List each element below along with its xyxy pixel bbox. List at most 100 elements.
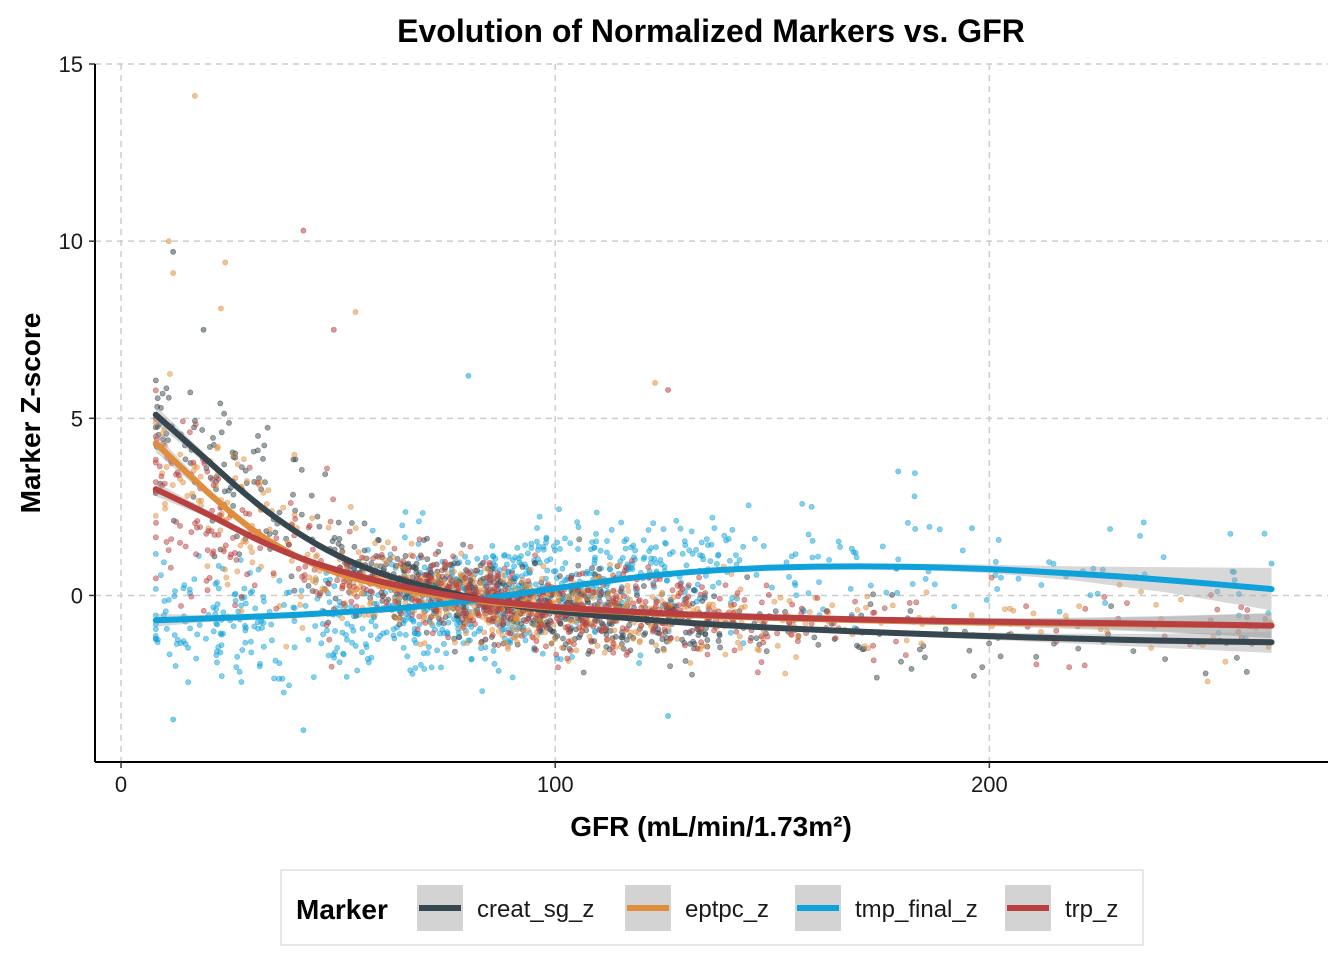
data-point-trp_z (645, 564, 652, 571)
data-point-trp_z (421, 571, 428, 578)
data-point-eptpc_z (628, 629, 634, 636)
data-point-trp_z (598, 590, 605, 596)
data-point-creat_sg_z (682, 658, 689, 664)
data-point-tmp_final_z (567, 540, 574, 547)
data-point-tmp_final_z (994, 586, 1001, 592)
data-point-tmp_final_z (239, 647, 246, 653)
data-point-eptpc_z (339, 615, 345, 622)
data-point-tmp_final_z (511, 563, 517, 570)
data-point-trp_z (200, 607, 207, 614)
data-point-tmp_final_z (588, 546, 594, 553)
data-point-trp_z (305, 524, 312, 531)
data-point-tmp_final_z (688, 528, 695, 535)
data-point-tmp_final_z (359, 625, 366, 632)
data-point-tmp_final_z (185, 679, 192, 686)
data-point-creat_sg_z (648, 639, 655, 645)
data-point-tmp_final_z (383, 629, 390, 636)
data-point-trp_z (668, 634, 674, 641)
data-point-eptpc_z (197, 473, 204, 480)
data-point-trp_z (313, 588, 319, 595)
data-point-creat_sg_z (1234, 654, 1240, 661)
data-point-trp_z (437, 541, 444, 548)
data-point-creat_sg_z (424, 556, 431, 562)
data-point-eptpc_z (611, 627, 618, 634)
outlier-point-tmp_final_z (665, 713, 671, 719)
data-point-tmp_final_z (1236, 612, 1242, 619)
data-point-tmp_final_z (1038, 582, 1045, 588)
data-point-tmp_final_z (259, 624, 265, 631)
data-point-creat_sg_z (199, 427, 206, 433)
data-point-tmp_final_z (740, 543, 746, 550)
data-point-tmp_final_z (238, 679, 245, 685)
data-point-tmp_final_z (396, 631, 403, 637)
data-point-tmp_final_z (402, 509, 409, 515)
data-point-eptpc_z (534, 632, 540, 639)
data-point-tmp_final_z (318, 640, 325, 647)
data-point-trp_z (765, 592, 772, 598)
data-point-tmp_final_z (445, 619, 452, 626)
data-point-trp_z (209, 551, 216, 557)
data-point-tmp_final_z (597, 547, 604, 554)
data-point-eptpc_z (1153, 601, 1159, 608)
data-point-tmp_final_z (251, 623, 258, 630)
data-point-trp_z (439, 573, 446, 580)
data-point-tmp_final_z (305, 636, 312, 643)
data-point-eptpc_z (224, 499, 231, 506)
data-point-tmp_final_z (298, 587, 305, 594)
data-point-tmp_final_z (157, 572, 164, 578)
outlier-point-tmp_final_z (465, 372, 472, 379)
data-point-creat_sg_z (368, 560, 375, 567)
data-point-trp_z (658, 631, 665, 638)
data-point-tmp_final_z (799, 500, 806, 507)
data-point-trp_z (328, 663, 335, 670)
data-point-creat_sg_z (316, 523, 323, 530)
data-point-eptpc_z (774, 642, 781, 649)
data-point-tmp_final_z (816, 579, 822, 585)
data-point-trp_z (220, 548, 227, 554)
data-point-eptpc_z (515, 616, 521, 623)
data-point-trp_z (454, 605, 461, 611)
data-point-eptpc_z (367, 601, 373, 607)
data-point-tmp_final_z (399, 522, 406, 529)
data-point-trp_z (156, 463, 163, 470)
data-point-eptpc_z (793, 654, 799, 660)
data-point-trp_z (152, 456, 159, 463)
data-point-tmp_final_z (522, 637, 529, 644)
data-point-trp_z (686, 602, 693, 608)
data-point-tmp_final_z (562, 560, 569, 566)
data-point-tmp_final_z (372, 623, 379, 629)
data-point-trp_z (486, 559, 493, 566)
data-point-tmp_final_z (673, 517, 680, 524)
data-point-trp_z (209, 476, 216, 483)
data-point-tmp_final_z (591, 556, 598, 563)
data-point-trp_z (486, 577, 493, 584)
data-point-trp_z (538, 622, 545, 629)
data-point-trp_z (215, 476, 222, 482)
data-point-trp_z (610, 587, 617, 594)
data-point-trp_z (462, 613, 469, 619)
data-point-trp_z (192, 421, 199, 428)
data-point-tmp_final_z (417, 661, 424, 668)
data-point-eptpc_z (1148, 645, 1154, 651)
data-point-tmp_final_z (528, 540, 535, 547)
data-point-trp_z (893, 638, 899, 645)
data-point-trp_z (233, 557, 240, 563)
data-point-eptpc_z (265, 487, 272, 494)
data-point-trp_z (186, 429, 193, 436)
data-point-trp_z (165, 547, 172, 553)
data-point-creat_sg_z (634, 592, 640, 599)
data-point-tmp_final_z (721, 532, 728, 539)
data-point-trp_z (461, 607, 468, 614)
data-point-tmp_final_z (238, 602, 244, 609)
data-point-eptpc_z (495, 628, 502, 635)
data-point-eptpc_z (504, 646, 511, 652)
data-point-tmp_final_z (922, 576, 929, 582)
data-point-tmp_final_z (837, 544, 843, 550)
data-point-eptpc_z (722, 651, 729, 658)
data-point-tmp_final_z (769, 584, 775, 591)
data-point-trp_z (722, 582, 729, 588)
data-point-creat_sg_z (1108, 603, 1114, 609)
data-point-eptpc_z (649, 594, 656, 600)
data-point-tmp_final_z (894, 590, 901, 596)
data-point-trp_z (622, 564, 629, 571)
